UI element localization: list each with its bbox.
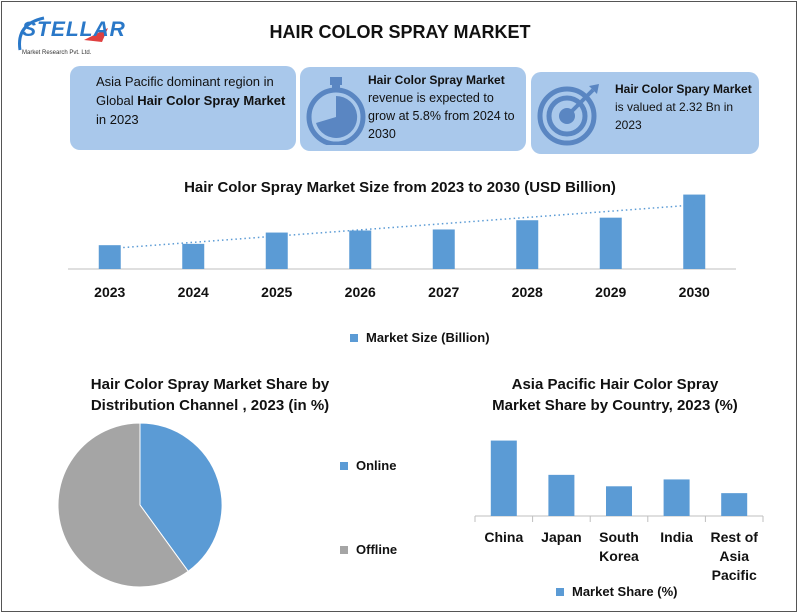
info-card-value: Hair Color Spary Market is valued at 2.3… (531, 72, 759, 154)
bar (599, 217, 622, 269)
bar (683, 194, 706, 269)
logo-subtext: Market Research Pvt. Ltd. (22, 50, 92, 56)
logo-text: STELLAR (22, 18, 126, 41)
x-tick-label: 2025 (261, 284, 292, 300)
x-tick-label: Asia (719, 548, 749, 564)
x-tick-label: 2024 (178, 284, 209, 300)
legend-label: Market Share (%) (572, 584, 678, 599)
legend-label: Offline (356, 542, 398, 557)
distribution-chart-title: Hair Color Spray Market Share by Distrib… (90, 376, 330, 414)
bar (548, 474, 575, 516)
card-text-bold: Hair Color Spary Market (615, 82, 752, 96)
distribution-pie-chart (57, 422, 223, 588)
card-text-post: revenue is expected to grow at 5.8% from… (368, 91, 515, 141)
bar (349, 230, 372, 269)
bar (516, 220, 539, 269)
legend-label: Online (356, 458, 397, 473)
bar (182, 243, 205, 269)
pie-legend-online: Online (340, 458, 396, 473)
bar (432, 229, 455, 269)
trend-line (109, 204, 695, 250)
bar (606, 486, 632, 516)
logo-swoosh-icon (18, 16, 108, 51)
bar (490, 440, 517, 516)
x-tick-label: 2026 (345, 284, 376, 300)
x-tick-label: Pacific (712, 567, 757, 583)
x-tick-label: India (660, 529, 693, 545)
x-tick-label: Korea (599, 548, 639, 564)
page-title: HAIR COLOR SPRAY MARKET (269, 22, 531, 42)
x-tick-label: South (599, 529, 639, 545)
x-tick-label: 2023 (94, 284, 125, 300)
card-text-bold: Hair Color Spray Market (137, 93, 286, 108)
legend-swatch (556, 587, 564, 596)
x-tick-label: 2030 (679, 284, 710, 300)
pie-slice (139, 422, 223, 573)
stellar-logo: STELLAR Market Research Pvt. Ltd. (14, 10, 125, 60)
card-text-post: is valued at 2.32 Bn in 2023 (615, 100, 734, 132)
pie-legend-offline: Offline (340, 542, 397, 557)
country-chart-title: Asia Pacific Hair Color Spray Market Sha… (492, 376, 738, 414)
x-tick-label: China (484, 529, 523, 545)
bar (721, 493, 748, 516)
stopwatch-icon (306, 77, 366, 145)
legend-label: Market Size (Billion) (366, 330, 490, 345)
card-text-post: in 2023 (96, 112, 139, 127)
card-text-pre: Asia Pacific dominant region in Global (96, 74, 274, 108)
info-card-region: Asia Pacific dominant region in Global H… (70, 66, 296, 150)
x-tick-label: 2027 (428, 284, 459, 300)
target-icon (537, 84, 599, 146)
legend-swatch (340, 461, 348, 470)
x-tick-label: Rest of (710, 529, 758, 545)
info-card-growth: Hair Color Spray Market revenue is expec… (300, 67, 526, 151)
legend-swatch (340, 545, 348, 554)
market-size-chart: 2023 2024 2025 2026 2027 2028 2029 2030 (68, 194, 736, 300)
legend-swatch (350, 333, 358, 342)
country-legend: Market Share (%) (556, 584, 677, 599)
x-tick-label: Japan (541, 529, 581, 545)
x-tick-label: 2028 (512, 284, 543, 300)
bar (663, 479, 690, 516)
card-text-bold: Hair Color Spray Market (368, 73, 505, 87)
pie-slice (57, 422, 189, 588)
market-size-chart-title: Hair Color Spray Market Size from 2023 t… (184, 179, 616, 196)
x-tick-label: 2029 (595, 284, 626, 300)
market-size-legend: Market Size (Billion) (350, 330, 490, 345)
bar (265, 232, 288, 269)
bar (98, 245, 121, 269)
